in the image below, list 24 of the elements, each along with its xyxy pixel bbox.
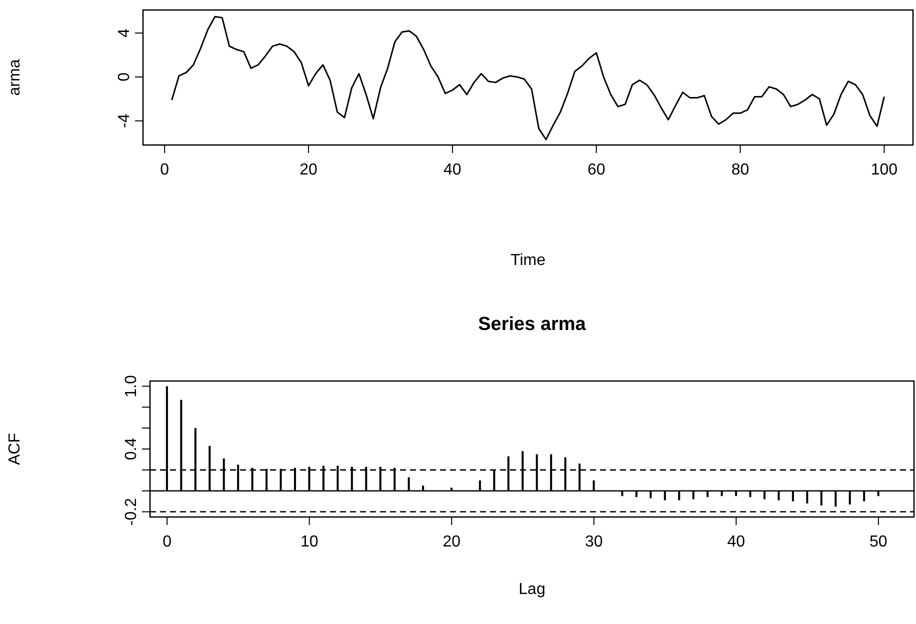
x-tick-label: 100: [870, 161, 898, 178]
x-tick-label: 20: [300, 161, 318, 178]
line-series: [171, 16, 885, 140]
x-axis-title: Time: [510, 252, 546, 269]
x-tick-label: 80: [731, 161, 750, 178]
x-tick-label: 10: [300, 533, 318, 550]
x-tick-label: 40: [444, 161, 462, 178]
y-axis-title: arma: [6, 59, 24, 96]
x-tick-label: 50: [870, 533, 888, 550]
x-axis-title: Lag: [518, 581, 546, 598]
x-tick-label: 40: [727, 533, 746, 550]
y-tick-label: 4: [116, 28, 133, 38]
chart-title: Series arma: [478, 314, 586, 335]
x-tick-label: 20: [442, 533, 461, 550]
y-tick-label: 0.4: [123, 438, 140, 460]
y-tick-label: -4: [116, 114, 133, 128]
y-tick-label: 1.0: [123, 375, 140, 398]
y-tick-label: -0.2: [123, 498, 140, 526]
y-axis-title: ACF: [6, 432, 24, 465]
x-tick-label: 60: [587, 161, 606, 178]
y-tick-label: 0: [116, 72, 133, 82]
x-tick-label: 30: [584, 533, 603, 550]
x-tick-label: 0: [162, 533, 172, 550]
x-tick-label: 0: [160, 161, 170, 178]
